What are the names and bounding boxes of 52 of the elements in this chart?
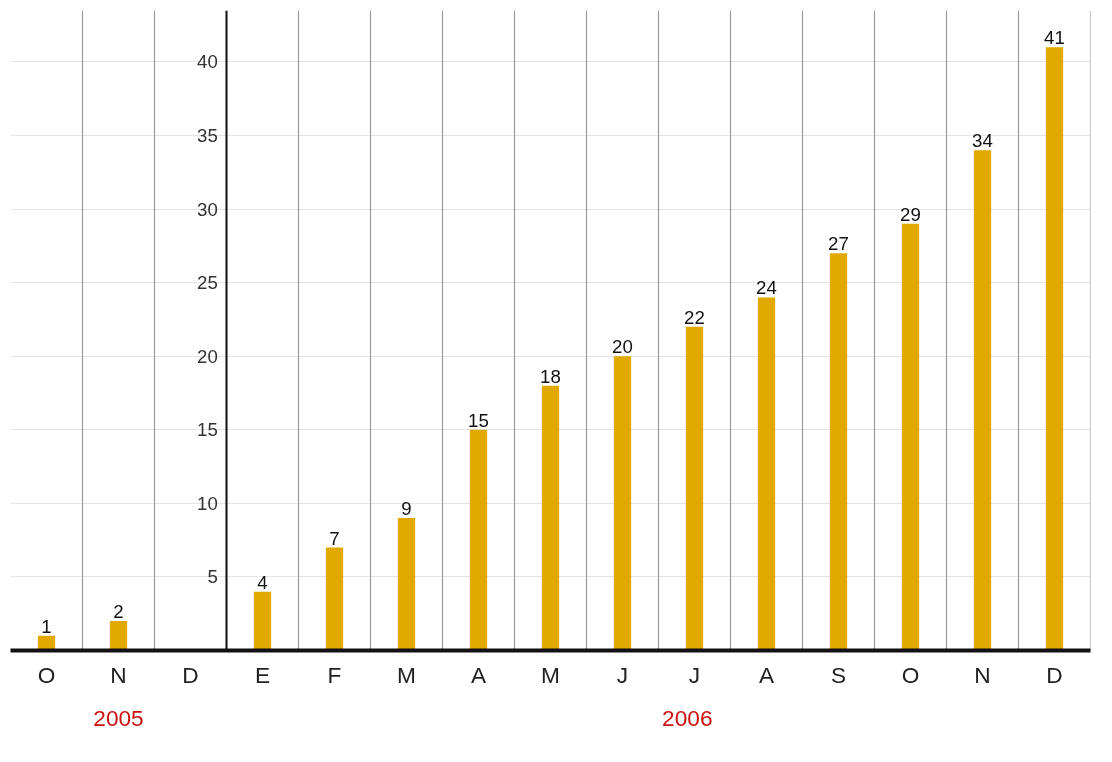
data-label: 7	[329, 527, 340, 549]
bar	[973, 150, 992, 651]
bar	[829, 253, 848, 651]
y-tick-label: 5	[207, 566, 218, 588]
data-label: 27	[828, 233, 849, 255]
data-label: 29	[900, 203, 921, 225]
bar	[685, 326, 704, 651]
data-label: 20	[612, 336, 633, 358]
data-label: 2	[113, 601, 124, 623]
data-label: 15	[468, 409, 489, 431]
bar	[757, 297, 776, 651]
x-tick-label: S	[830, 661, 847, 688]
x-tick-label: J	[688, 661, 701, 688]
x-tick-label: D	[182, 661, 199, 688]
data-label: 1	[41, 615, 52, 637]
y-tick-label: 25	[197, 272, 218, 294]
x-tick-label: A	[758, 661, 775, 688]
data-label: 4	[257, 571, 268, 593]
bar	[253, 591, 272, 651]
y-tick-label: 15	[197, 419, 218, 441]
x-tick-label: N	[110, 661, 127, 688]
y-tick-label: 40	[197, 51, 218, 73]
x-tick-label: A	[470, 661, 487, 688]
y-tick-label: 20	[197, 345, 218, 367]
x-tick-label: O	[901, 661, 920, 688]
bar	[613, 356, 632, 651]
data-label: 18	[540, 365, 561, 387]
data-label: 24	[756, 277, 777, 299]
data-label: 41	[1044, 27, 1065, 49]
bar	[325, 547, 344, 651]
x-tick-label: J	[616, 661, 629, 688]
data-label: 22	[684, 306, 705, 328]
y-tick-label: 30	[197, 198, 218, 220]
bar	[469, 429, 488, 651]
y-tick-label: 35	[197, 125, 218, 147]
data-label: 34	[972, 130, 993, 152]
text: 2006	[662, 704, 713, 731]
text: 2005	[93, 704, 144, 731]
y-tick-label: 10	[197, 492, 218, 514]
bar	[397, 518, 416, 651]
x-tick-label: F	[327, 661, 342, 688]
x-tick-label: M	[397, 661, 416, 688]
x-tick-label: D	[1046, 661, 1063, 688]
x-tick-label: M	[541, 661, 560, 688]
x-tick-label: O	[37, 661, 56, 688]
data-label: 9	[401, 498, 412, 520]
bar	[1045, 47, 1064, 651]
bar	[541, 385, 560, 651]
bar	[901, 223, 920, 651]
bar	[109, 621, 128, 651]
x-tick-label: N	[974, 661, 991, 688]
x-tick-label: E	[254, 661, 271, 688]
